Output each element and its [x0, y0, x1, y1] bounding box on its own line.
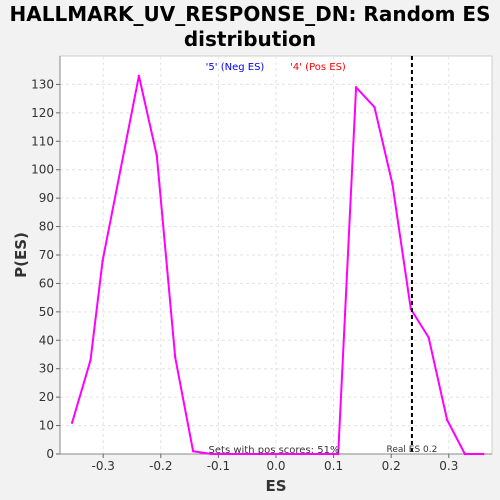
legend-entry: '4' (Pos ES) — [290, 62, 346, 73]
data-point — [318, 452, 321, 456]
y-tick-label: 120 — [31, 106, 54, 120]
data-point — [354, 86, 358, 89]
y-tick-label: 50 — [39, 305, 54, 319]
y-tick-label: 10 — [39, 419, 54, 433]
x-tick-label: -0.3 — [91, 459, 114, 473]
data-point — [427, 336, 430, 339]
data-point — [246, 452, 249, 456]
data-point — [228, 452, 231, 456]
data-point — [282, 452, 285, 456]
data-point — [482, 452, 485, 456]
real-es-label: Real ES 0.2 — [387, 445, 438, 455]
data-point — [337, 452, 340, 456]
x-tick-label: 0.3 — [439, 459, 458, 473]
data-point — [445, 418, 449, 422]
data-point — [300, 452, 304, 456]
y-tick-label: 70 — [39, 248, 54, 262]
y-tick-label: 30 — [39, 362, 54, 376]
x-axis-title: ES — [265, 477, 286, 495]
x-tick-label: 0.2 — [382, 459, 401, 473]
y-tick-label: 40 — [39, 333, 54, 347]
y-tick-label: 20 — [39, 390, 54, 404]
pos-scores-annotation: Sets with pos scores: 51% — [209, 445, 340, 456]
x-tick-label: 0.1 — [324, 459, 343, 473]
y-tick-label: 60 — [39, 276, 54, 290]
data-point — [174, 356, 177, 359]
y-tick-label: 100 — [31, 163, 54, 177]
data-point — [210, 452, 213, 456]
data-point — [373, 105, 376, 109]
y-tick-label: 0 — [46, 447, 54, 461]
data-point — [391, 182, 394, 186]
data-point — [137, 74, 141, 78]
x-tick-label: 0.0 — [266, 459, 285, 473]
y-tick-label: 110 — [31, 134, 54, 148]
chart-title-line-1: HALLMARK_UV_RESPONSE_DN: Random ES — [9, 2, 491, 26]
y-tick-label: 130 — [31, 77, 54, 91]
legend-entry: '5' (Neg ES) — [206, 62, 265, 73]
chart-title-line-2: distribution — [183, 27, 317, 51]
series-line — [71, 74, 484, 455]
data-point — [119, 168, 122, 171]
y-tick-label: 90 — [39, 191, 54, 205]
data-point — [191, 449, 195, 453]
data-point — [101, 259, 104, 262]
data-point — [89, 358, 92, 362]
y-axis-title: P(ES) — [12, 232, 30, 278]
x-tick-label: -0.2 — [149, 459, 172, 473]
y-tick-label: 80 — [39, 220, 54, 234]
data-point — [155, 154, 158, 157]
data-point — [264, 452, 267, 456]
x-tick-label: -0.1 — [207, 459, 230, 473]
data-point — [70, 421, 74, 424]
data-point — [463, 452, 467, 456]
